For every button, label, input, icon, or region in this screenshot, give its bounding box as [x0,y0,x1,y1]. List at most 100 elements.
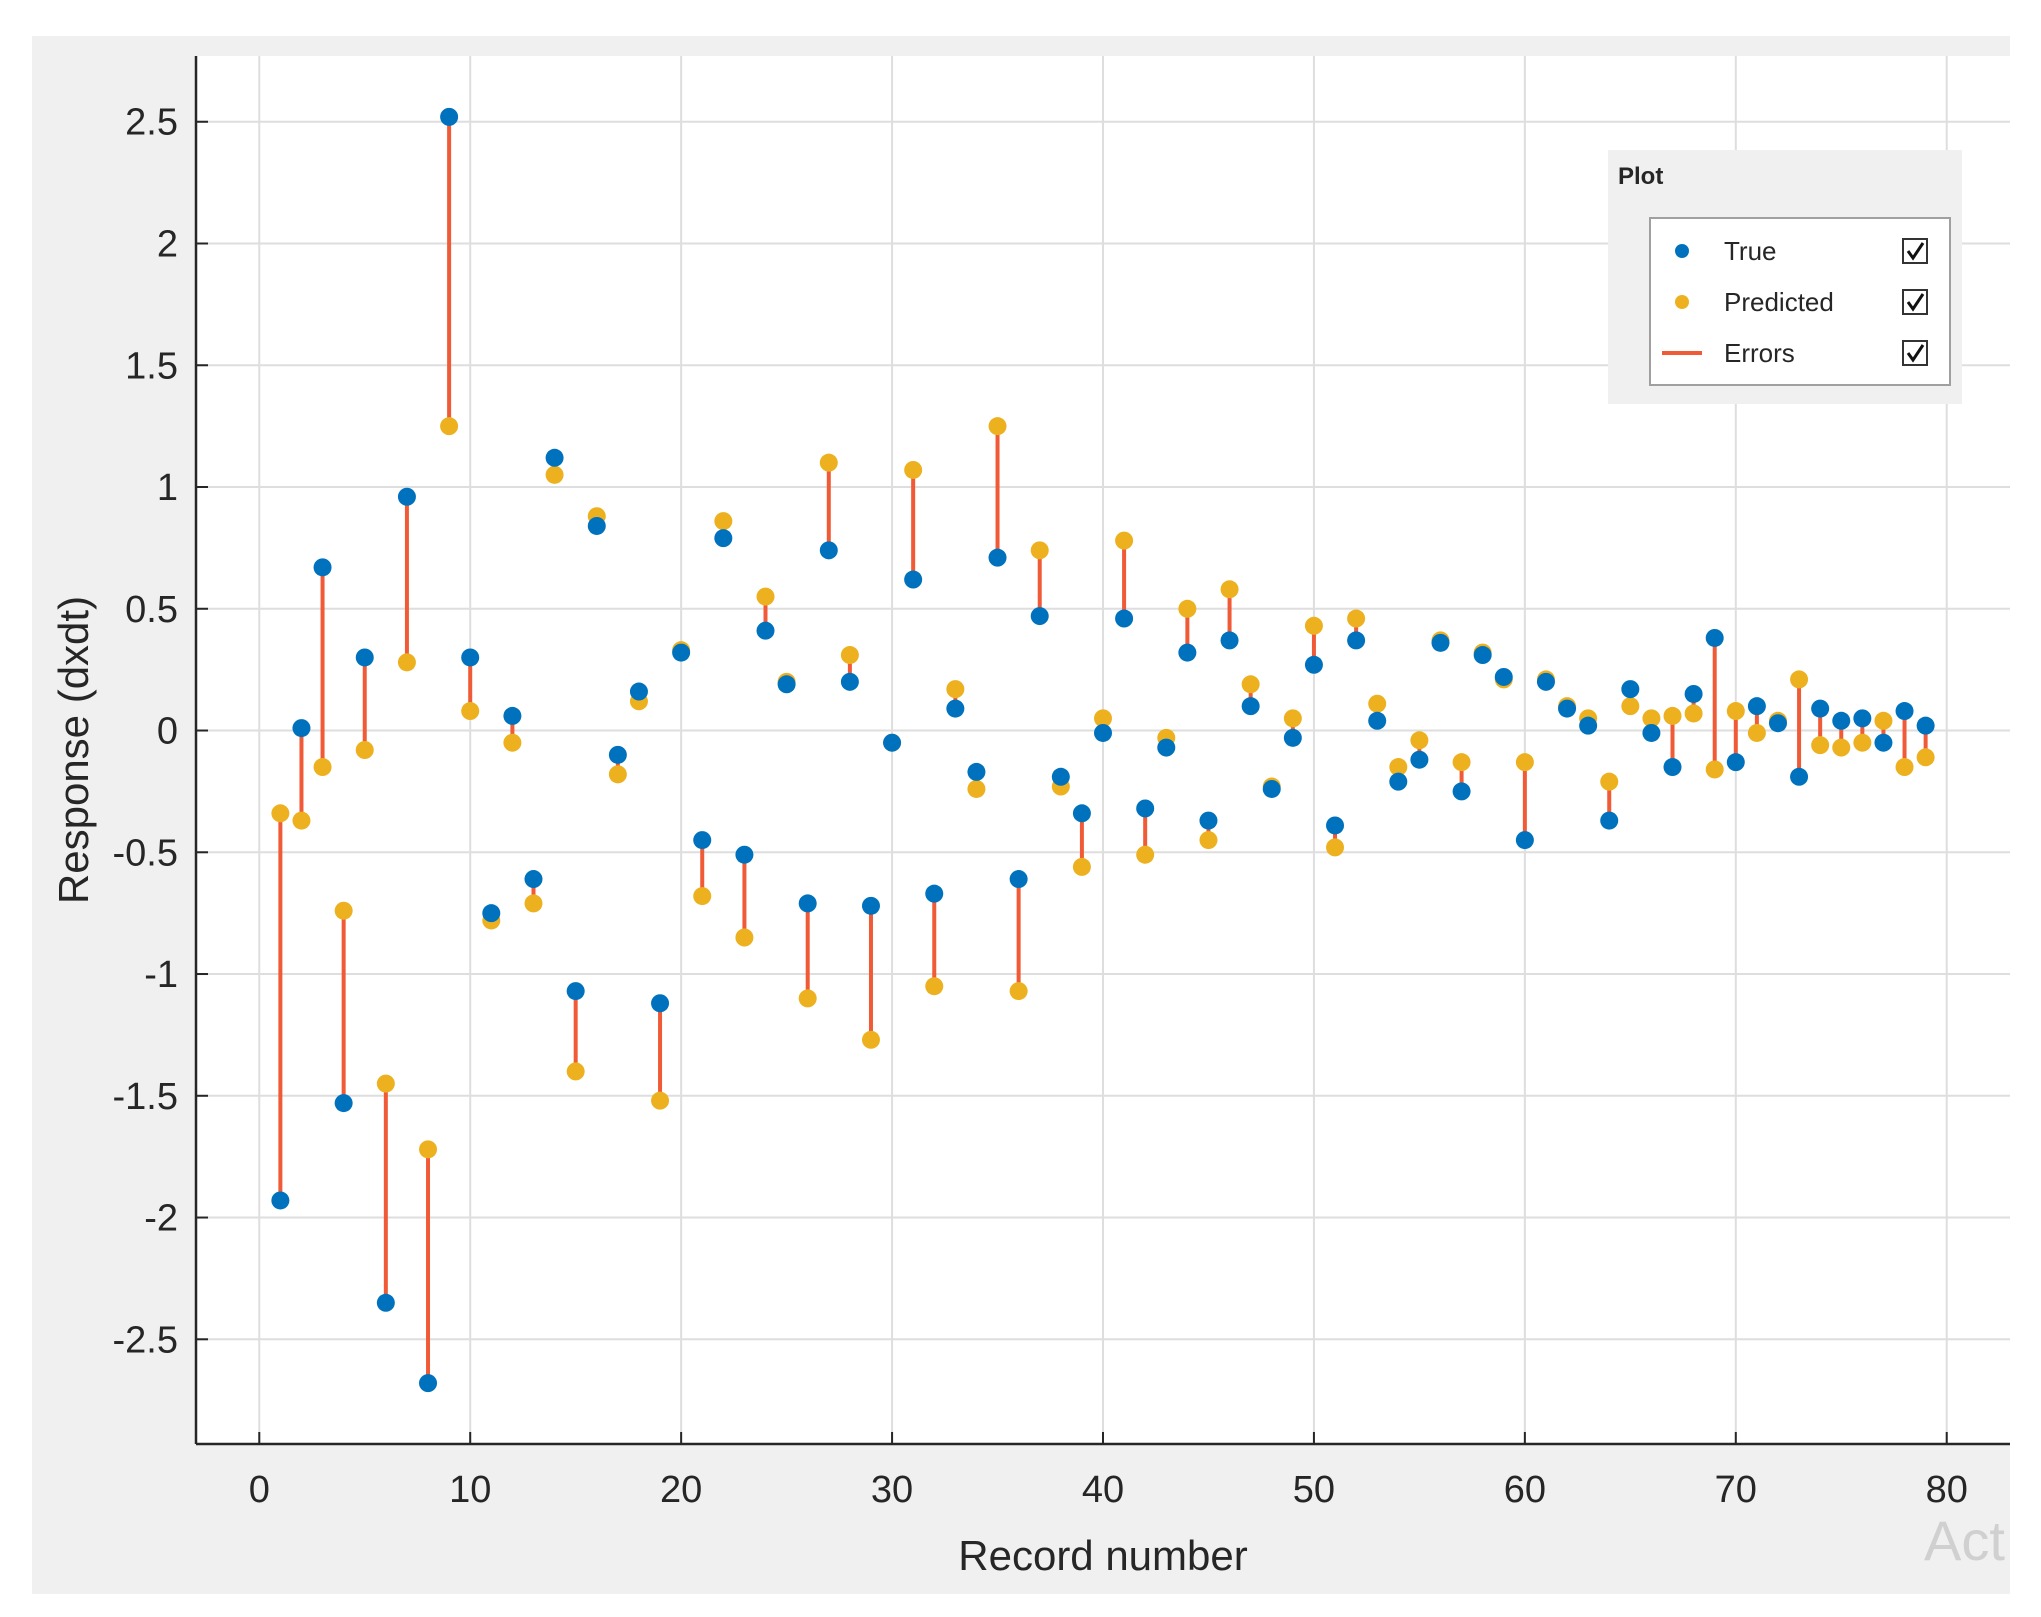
predicted-point [946,680,965,699]
ticks: 0 10 20 30 40 50 60 70 80 2.5 2 1.5 1 0.5 0 -0.5 -1 -1.5 -… [113,102,1968,1511]
true-point [904,570,923,589]
checkmark-icon [1906,293,1925,312]
true-point [1283,728,1302,747]
true-point [819,541,838,560]
true-point [1621,680,1640,699]
x-tick-label: 10 [449,1469,491,1511]
true-point [313,558,332,577]
checkbox-box[interactable] [1902,289,1928,315]
predicted-point [503,733,522,752]
predicted-point [1389,758,1408,777]
true-point [503,706,522,725]
predicted-point [1072,857,1091,876]
predicted-point [1811,736,1830,755]
true-point [545,448,564,467]
checkbox-box[interactable] [1902,238,1928,264]
true-point [967,762,986,781]
true-point [1220,631,1239,650]
legend-true-checkbox[interactable] [1902,238,1928,264]
predicted-point [1642,709,1661,728]
checkbox-box[interactable] [1902,340,1928,366]
true-point [1115,609,1134,628]
predicted-point [840,646,859,665]
checkmark-icon [1906,344,1925,363]
true-point [355,648,374,667]
predicted-point [1410,731,1429,750]
true-point [1051,767,1070,786]
predicted-point [1094,709,1112,728]
predicted-point [988,417,1007,436]
true-point [988,548,1007,567]
legend-item-true: True [1675,236,1928,266]
true-point [1494,667,1513,686]
y-tick-label: 0.5 [125,589,178,631]
predicted-point [651,1091,670,1110]
true-point [1747,697,1766,716]
true-point [587,516,606,535]
x-tick-label: 0 [249,1469,270,1511]
predicted-point [861,1030,880,1049]
predicted-point [461,702,480,721]
predicted-point [1115,531,1134,550]
predicted-point [271,804,290,823]
legend-errors-checkbox[interactable] [1902,340,1928,366]
true-point [1199,811,1218,830]
true-point [1895,702,1914,721]
true-point [1136,799,1155,818]
checkmark-icon [1906,242,1925,261]
y-tick-label: 2.5 [125,102,178,144]
true-point [1178,643,1197,662]
x-tick-label: 20 [660,1469,702,1511]
true-point [419,1374,438,1393]
true-point [629,682,648,701]
true-point [1579,716,1598,735]
predicted-point [1347,609,1366,628]
true-point [397,487,416,506]
predicted-point [1726,702,1745,721]
predicted-point [1199,831,1218,850]
true-point [1241,697,1260,716]
true-point [1304,655,1323,674]
true-point [1030,607,1049,626]
true-point [1473,646,1492,665]
predicted-point [1283,709,1302,728]
watermark-text: Act [1924,1509,2005,1572]
predicted-point [693,887,712,906]
true-point [1009,870,1028,889]
true-point [840,672,859,691]
true-point [1642,723,1661,742]
y-tick-label: -2.5 [113,1319,178,1361]
x-tick-label: 40 [1082,1469,1124,1511]
true-point [1431,633,1450,652]
true-point [1072,804,1091,823]
predicted-point [376,1074,395,1093]
true-point [1663,758,1682,777]
legend-item-errors: Errors [1662,338,1928,368]
predicted-point [819,453,838,472]
predicted-point [1705,760,1724,779]
x-tick-label: 70 [1715,1469,1757,1511]
predicted-point [904,460,923,479]
predicted-point [566,1062,585,1081]
legend-item-predicted: Predicted [1675,287,1928,317]
legend-predicted-checkbox[interactable] [1902,289,1928,315]
true-point [1705,628,1724,647]
predicted-point [925,977,944,996]
legend-true-marker [1675,244,1689,258]
true-point [1536,672,1555,691]
y-tick-label: 0 [157,711,178,753]
true-point [1853,709,1872,728]
x-tick-label: 80 [1926,1469,1968,1511]
true-point [334,1094,353,1113]
true-point [1347,631,1366,650]
true-point [566,982,585,1001]
predicted-point [1178,599,1197,618]
true-point [1410,750,1429,769]
predicted-point [313,758,332,777]
predicted-point [524,894,543,913]
true-point [608,745,627,764]
predicted-point [1853,733,1872,752]
y-tick-label: -0.5 [113,832,178,874]
predicted-point [1009,982,1028,1001]
